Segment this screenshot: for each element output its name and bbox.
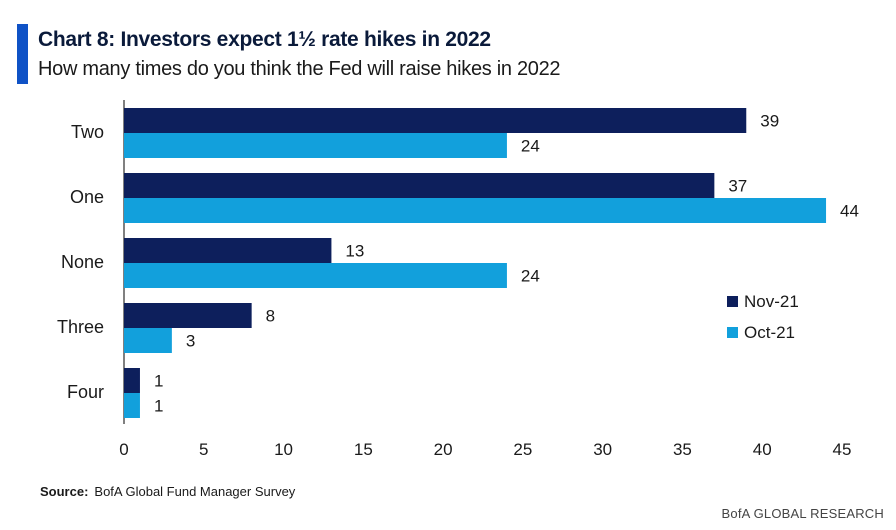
data-label: 8 bbox=[266, 307, 275, 326]
bar-nov-21-none bbox=[124, 238, 332, 263]
bar-nov-21-three bbox=[124, 303, 252, 328]
x-tick-label: 20 bbox=[434, 440, 453, 459]
data-label: 24 bbox=[521, 137, 540, 156]
data-label: 37 bbox=[728, 177, 747, 196]
data-label: 24 bbox=[521, 267, 540, 286]
bar-nov-21-two bbox=[124, 108, 747, 133]
x-tick-label: 30 bbox=[593, 440, 612, 459]
x-tick-label: 15 bbox=[354, 440, 373, 459]
source-label: Source: bbox=[40, 484, 89, 499]
legend-label: Nov-21 bbox=[744, 292, 799, 311]
data-label: 1 bbox=[154, 397, 163, 416]
category-label: Four bbox=[67, 382, 104, 402]
data-label: 39 bbox=[760, 112, 779, 131]
category-label: None bbox=[61, 252, 104, 272]
bar-oct-21-three bbox=[124, 328, 172, 353]
data-label: 44 bbox=[840, 202, 859, 221]
x-tick-label: 5 bbox=[199, 440, 208, 459]
legend-swatch-oct-21 bbox=[727, 327, 738, 338]
title-accent-bar bbox=[17, 24, 28, 84]
legend-swatch-nov-21 bbox=[727, 296, 738, 307]
x-tick-label: 0 bbox=[119, 440, 128, 459]
data-label: 3 bbox=[186, 332, 195, 351]
category-label: Two bbox=[71, 122, 104, 142]
x-tick-label: 45 bbox=[833, 440, 852, 459]
data-label: 13 bbox=[345, 242, 364, 261]
bar-oct-21-none bbox=[124, 263, 507, 288]
bar-oct-21-two bbox=[124, 133, 507, 158]
x-tick-label: 35 bbox=[673, 440, 692, 459]
data-label: 1 bbox=[154, 372, 163, 391]
bar-nov-21-four bbox=[124, 368, 140, 393]
bar-oct-21-four bbox=[124, 393, 140, 418]
bar-oct-21-one bbox=[124, 198, 827, 223]
source-note: Source: BofA Global Fund Manager Survey bbox=[40, 484, 295, 499]
category-label: Three bbox=[57, 317, 104, 337]
source-text: BofA Global Fund Manager Survey bbox=[94, 484, 296, 499]
legend-label: Oct-21 bbox=[744, 323, 795, 342]
chart-subtitle: How many times do you think the Fed will… bbox=[38, 58, 561, 80]
x-tick-label: 10 bbox=[274, 440, 293, 459]
x-tick-label: 40 bbox=[753, 440, 772, 459]
brand-footer: BofA GLOBAL RESEARCH bbox=[721, 506, 884, 521]
x-tick-label: 25 bbox=[513, 440, 532, 459]
category-label: One bbox=[70, 187, 104, 207]
bar-nov-21-one bbox=[124, 173, 715, 198]
chart-title: Chart 8: Investors expect 1½ rate hikes … bbox=[38, 28, 491, 51]
